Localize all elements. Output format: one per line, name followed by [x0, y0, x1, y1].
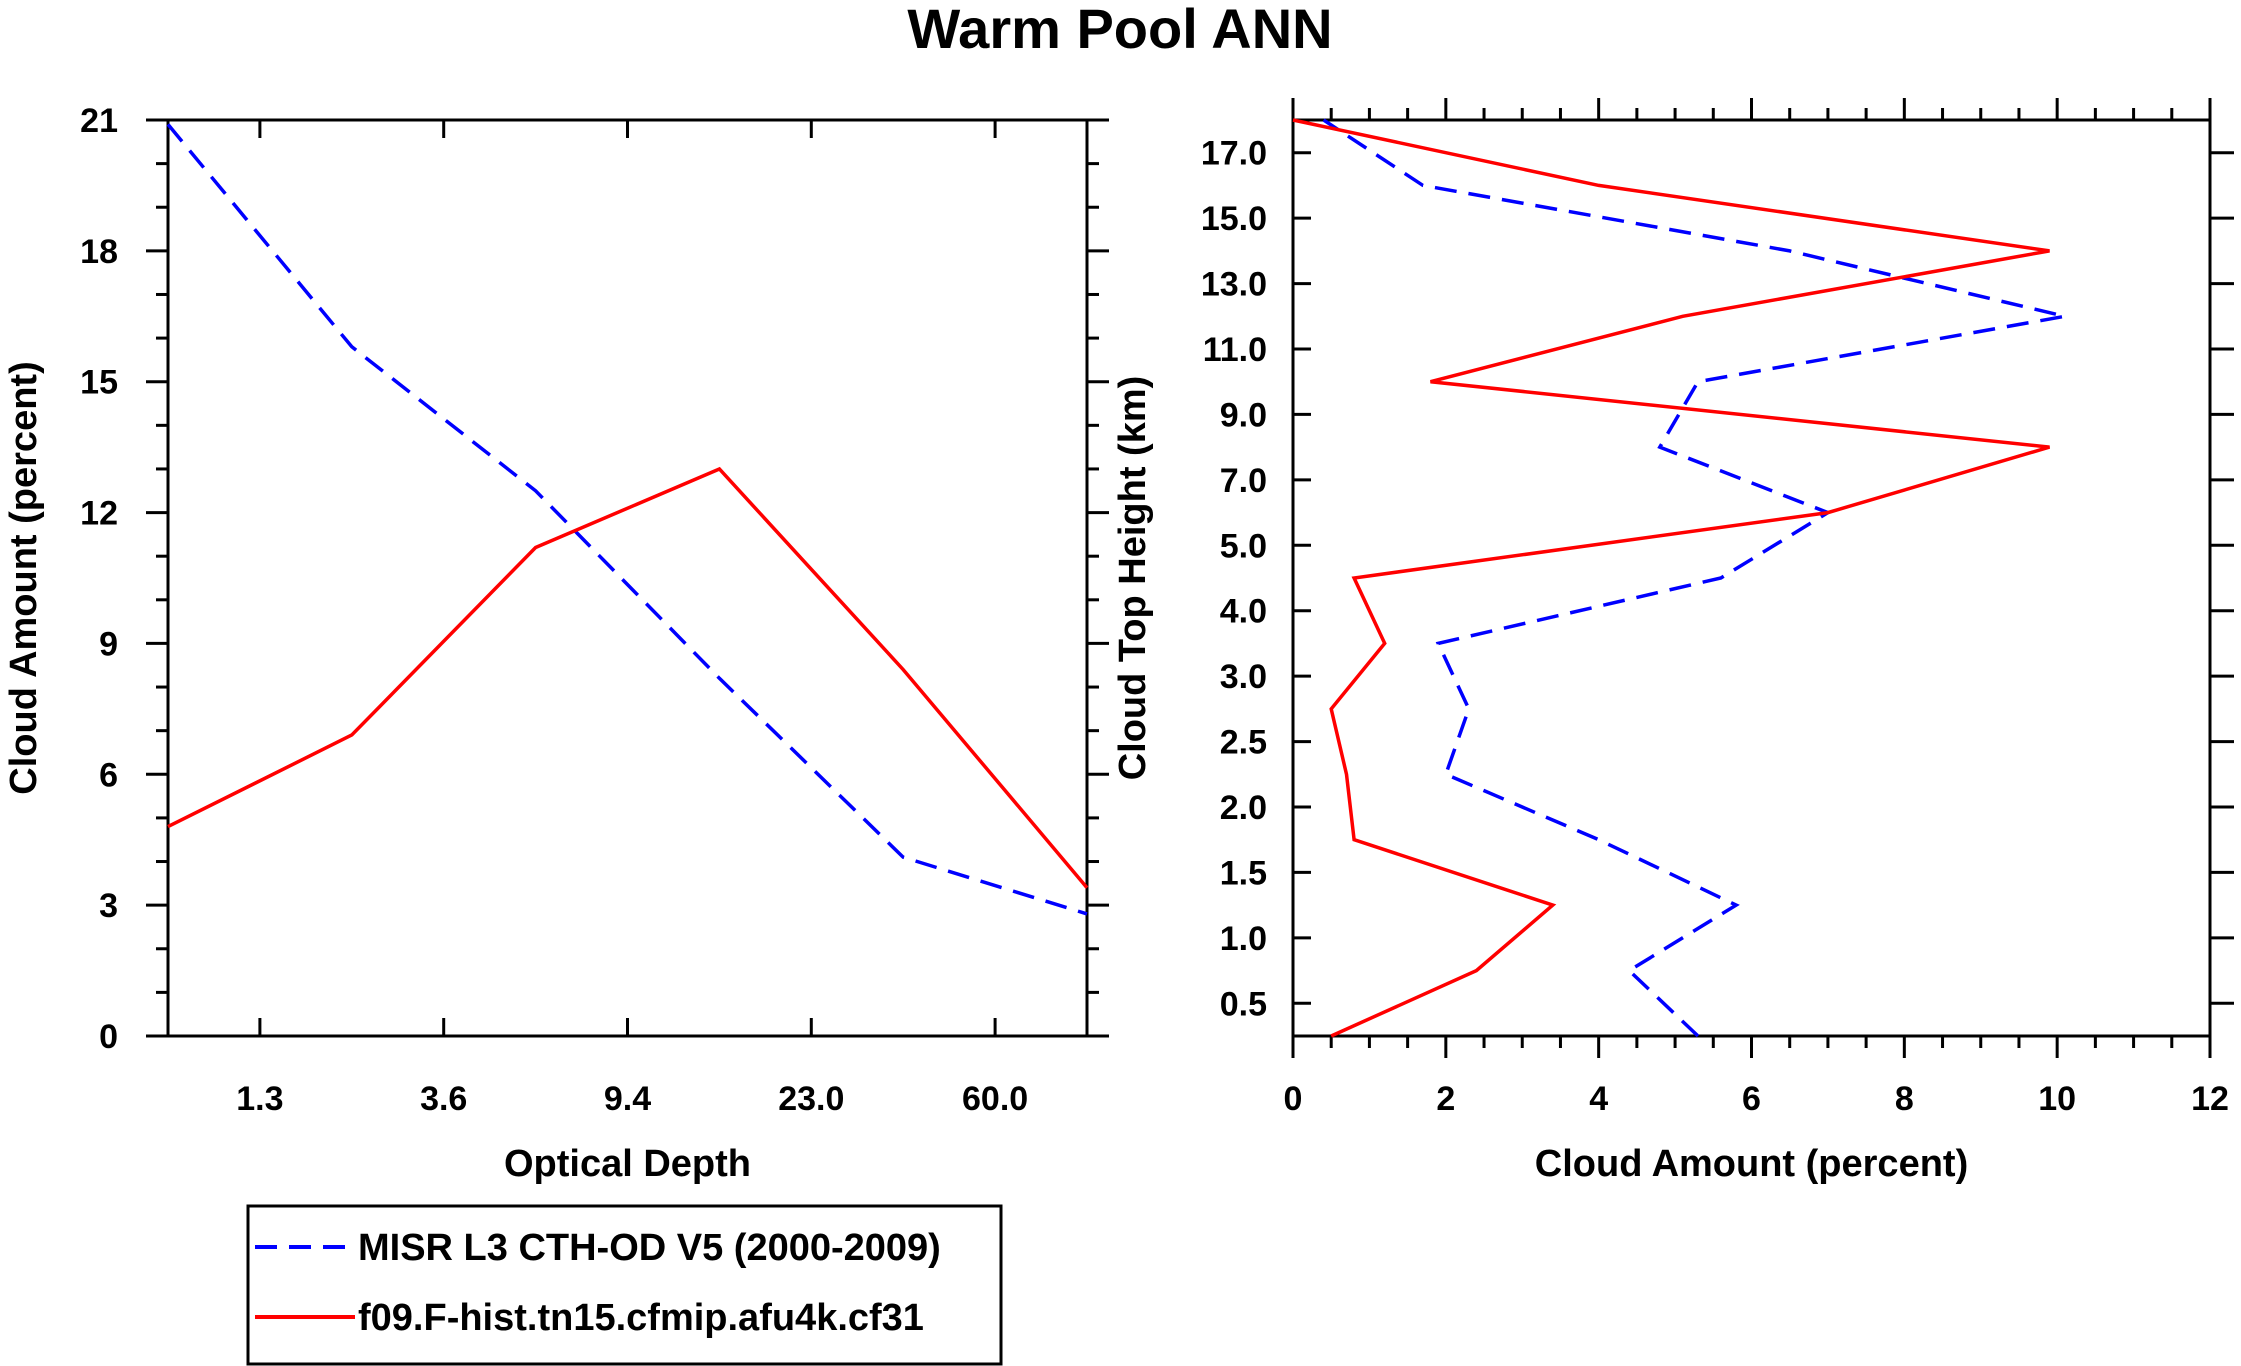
y-tick-label: 9.0	[1220, 396, 1267, 434]
y-tick-label: 1.0	[1220, 920, 1267, 958]
series-line-model	[167, 466, 1089, 889]
chart-title: Warm Pool ANN	[907, 0, 1332, 60]
y-tick-label: 4.0	[1220, 593, 1267, 631]
y-axis-label: Cloud Top Height (km)	[1112, 376, 1154, 781]
x-tick-label: 1.3	[236, 1080, 283, 1118]
y-tick-label: 6	[99, 756, 118, 794]
x-tick-label: 10	[2038, 1080, 2076, 1118]
y-tick-label: 12	[80, 495, 118, 533]
plot-frame	[1291, 118, 2212, 1038]
y-tick-label: 17.0	[1201, 135, 1267, 173]
x-tick-label: 0	[1284, 1080, 1303, 1118]
y-tick-label: 0	[99, 1018, 118, 1056]
plot-frame	[166, 118, 1089, 1038]
y-tick-label: 2.5	[1220, 724, 1267, 762]
x-tick-label: 4	[1589, 1080, 1608, 1118]
left-panel-optical-depth: 1.3 3.6 9.4 23.0 60.0 0 3 6 9 12 15 18 21 Optical Dep…	[3, 102, 1109, 1185]
series-line-model	[1292, 118, 2050, 1038]
y-tick-label: 5.0	[1220, 527, 1267, 565]
x-tick-label: 3.6	[420, 1080, 467, 1118]
series-line-misr	[166, 123, 1088, 916]
y-tick-label: 3.0	[1220, 658, 1267, 696]
legend-label-misr: MISR L3 CTH-OD V5 (2000-2009)	[358, 1227, 941, 1269]
y-tick-label: 13.0	[1201, 266, 1267, 304]
x-tick-label: 8	[1895, 1080, 1914, 1118]
x-axis-label: Cloud Amount (percent)	[1535, 1143, 1968, 1185]
y-tick-label: 7.0	[1220, 462, 1267, 500]
y-tick-label: 11.0	[1203, 331, 1267, 369]
y-tick-label: 9	[99, 625, 118, 663]
x-tick-label: 60.0	[962, 1080, 1028, 1118]
y-tick-label: 2.0	[1220, 789, 1267, 827]
y-tick-label: 15.0	[1201, 200, 1267, 238]
legend-box	[246, 1204, 1003, 1366]
y-tick-label: 21	[80, 102, 118, 140]
y-tick-label: 3	[99, 887, 118, 925]
x-tick-label: 12	[2191, 1080, 2229, 1118]
x-axis-label: Optical Depth	[504, 1143, 751, 1185]
y-tick-label: 15	[80, 364, 118, 402]
series-line-misr	[1322, 118, 2066, 1038]
legend-label-model: f09.F-hist.tn15.cfmip.afu4k.cf31	[358, 1297, 924, 1339]
y-tick-label: 0.5	[1220, 985, 1267, 1023]
right-panel-cloud-top-height: 0 2 4 6 8 10 12 0.5 1.0 1.5 2.0 2.5 3.0 4.0 5.0 7.0 9.0 1…	[1112, 98, 2234, 1185]
x-tick-label: 2	[1436, 1080, 1455, 1118]
y-tick-label: 1.5	[1220, 854, 1267, 892]
y-tick-label: 18	[80, 233, 118, 271]
y-axis-label: Cloud Amount (percent)	[3, 361, 45, 794]
legend: MISR L3 CTH-OD V5 (2000-2009) f09.F-hist…	[246, 1204, 1003, 1366]
x-tick-label: 9.4	[604, 1080, 651, 1118]
x-tick-label: 6	[1742, 1080, 1761, 1118]
x-tick-label: 23.0	[778, 1080, 844, 1118]
